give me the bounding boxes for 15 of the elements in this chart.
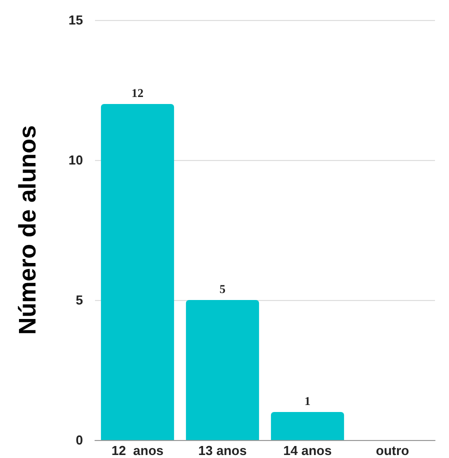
bar <box>270 412 344 440</box>
x-tick-label: 12 anos <box>111 443 164 458</box>
y-tick-label: 0 <box>76 432 83 448</box>
data-label: 5 <box>220 282 226 296</box>
data-label: 12 <box>132 86 144 100</box>
y-axis-title: Número de alunos <box>14 125 42 335</box>
x-tick-label: 14 anos <box>283 443 332 458</box>
y-tick-label: 5 <box>76 292 83 308</box>
y-tick-label: 10 <box>68 152 83 168</box>
bar <box>186 300 260 440</box>
bar <box>100 104 174 440</box>
data-label: 1 <box>304 394 310 408</box>
x-tick-label: outro <box>376 443 410 458</box>
x-tick-label: 13 anos <box>198 443 247 458</box>
y-tick-label: 15 <box>68 12 83 28</box>
